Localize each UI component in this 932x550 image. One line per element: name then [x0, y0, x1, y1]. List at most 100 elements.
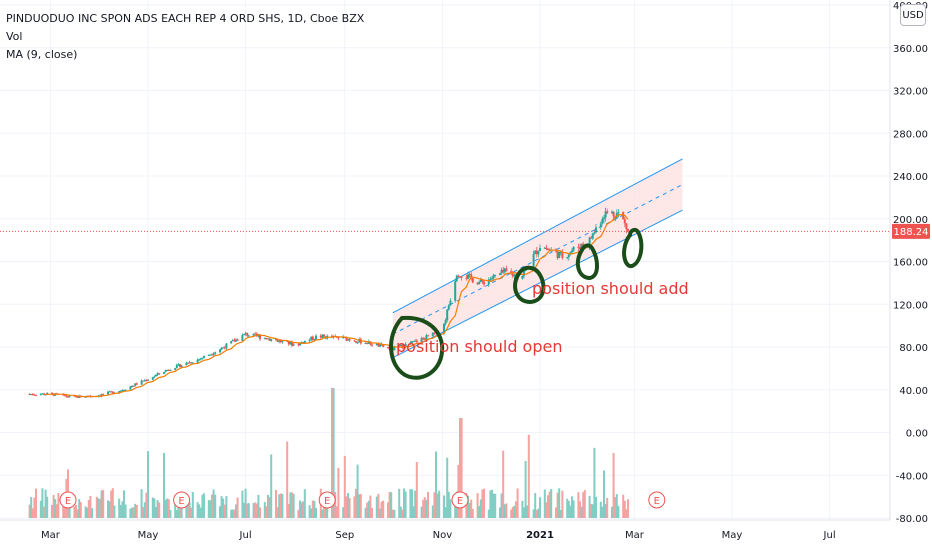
y-tick-label: 200.00 — [893, 215, 928, 226]
candle-body — [291, 341, 293, 346]
candle-body — [367, 341, 370, 344]
volume-bar — [358, 494, 361, 518]
volume-bar — [244, 488, 247, 518]
volume-bar — [534, 493, 537, 518]
y-tick-label: 320.00 — [893, 87, 928, 98]
earnings-marker-circle — [648, 491, 666, 509]
volume-bar — [286, 441, 289, 518]
candle-body — [207, 354, 210, 356]
candle-body — [254, 333, 257, 335]
volume-indicator-label[interactable]: Vol — [6, 30, 23, 43]
candle-body — [444, 320, 447, 324]
candle-body — [41, 393, 44, 395]
volume-bar — [348, 498, 351, 518]
volume-bar — [68, 507, 71, 518]
candle-body — [572, 246, 575, 251]
volume-bar — [220, 496, 223, 518]
volume-bar — [35, 488, 37, 518]
candle-body — [33, 394, 36, 396]
volume-bar — [449, 499, 452, 518]
volume-bar — [411, 489, 413, 518]
candle-body — [236, 339, 239, 341]
candle-body — [212, 353, 215, 355]
volume-bar — [606, 497, 609, 518]
candle-body — [539, 248, 541, 252]
candle-body — [196, 359, 199, 363]
volume-bar — [187, 499, 189, 518]
x-axis-tick-labels[interactable]: Mar May Jul Sep Nov 2021 Mar May Jul — [41, 530, 836, 541]
volume-bar — [489, 490, 492, 518]
candle-body — [35, 394, 37, 396]
ma-indicator-label[interactable]: MA (9, close) — [6, 48, 78, 61]
candle-body — [617, 211, 620, 214]
volume-bar — [431, 505, 434, 518]
candle-body — [491, 278, 493, 280]
volume-bar — [155, 506, 157, 518]
earnings-marker-circle — [318, 491, 336, 509]
chart-title[interactable]: PINDUODUO INC SPON ADS EACH REP 4 ORD SH… — [6, 12, 365, 25]
y-axis-tick-labels[interactable]: 400.00360.00320.00280.00240.00200.00160.… — [893, 1, 928, 525]
candle-body — [415, 340, 418, 343]
hand-drawn-annotations[interactable] — [389, 227, 644, 380]
candle-body — [323, 334, 325, 337]
volume-bar — [303, 489, 306, 518]
volume-bar — [321, 509, 324, 518]
volume-bar — [201, 494, 204, 518]
volume-bar — [135, 504, 138, 518]
volume-bars — [28, 388, 629, 518]
candle-body — [68, 395, 71, 397]
candle-body — [559, 251, 562, 253]
volume-bar — [188, 502, 191, 518]
volume-bar — [191, 492, 194, 518]
regression-channel[interactable] — [392, 158, 683, 359]
candle-body — [494, 274, 497, 276]
volume-bar — [414, 490, 417, 518]
candle-body — [43, 393, 45, 395]
volume-bar — [259, 507, 261, 518]
candle-body — [177, 364, 180, 366]
volume-bar — [550, 488, 553, 518]
volume-bar — [467, 495, 469, 518]
volume-bar — [145, 492, 148, 518]
volume-bar — [158, 502, 161, 518]
volume-bar — [89, 495, 92, 518]
volume-bar — [123, 490, 125, 518]
volume-bar — [547, 495, 549, 518]
volume-bar — [537, 508, 540, 518]
volume-bar — [371, 508, 373, 518]
candle-body — [353, 340, 356, 342]
candle-body — [225, 343, 228, 349]
volume-bar — [545, 502, 548, 518]
volume-bar — [444, 507, 447, 518]
candle-body — [532, 254, 535, 267]
volume-bar — [535, 509, 538, 518]
candle-body — [303, 340, 306, 344]
volume-bar — [355, 488, 357, 518]
candle-body — [625, 223, 628, 230]
volume-bar — [185, 504, 188, 518]
volume-bar — [415, 462, 418, 518]
candle-body — [425, 335, 428, 340]
volume-bar — [566, 498, 569, 518]
candle-body — [231, 340, 234, 342]
currency-selector[interactable]: USD — [900, 4, 926, 26]
volume-bar — [625, 509, 628, 518]
candle-body — [479, 279, 482, 283]
candle-body — [311, 336, 314, 340]
volume-bar — [502, 450, 505, 518]
volume-bar — [481, 489, 484, 518]
candle-body — [468, 274, 471, 276]
volume-bar — [422, 499, 425, 518]
candle-body — [611, 211, 613, 214]
x-tick-label: Nov — [433, 530, 453, 541]
candle-body — [31, 394, 34, 396]
volume-bar — [276, 507, 279, 518]
volume-bar — [87, 500, 90, 518]
volume-bar — [356, 464, 359, 518]
candle-body — [107, 391, 109, 395]
earnings-marker-label: E — [324, 496, 330, 507]
volume-bar — [207, 500, 210, 518]
candle-body — [535, 250, 538, 255]
